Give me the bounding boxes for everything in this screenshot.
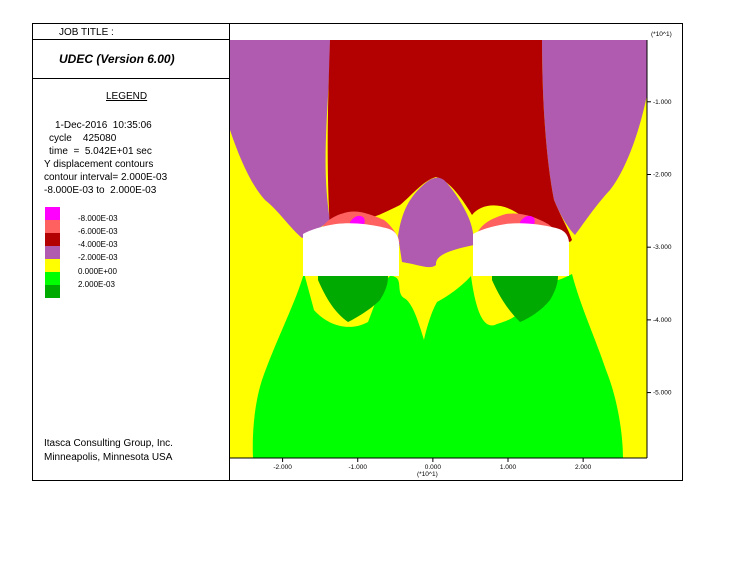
- contour-purple-center: [398, 177, 474, 268]
- contour-purple-right: [542, 40, 647, 235]
- legend-swatch-3: [45, 233, 60, 246]
- x-tick-label: -1.000: [349, 464, 368, 471]
- x-tick-label: 2.000: [575, 464, 592, 471]
- footer-location: Minneapolis, Minnesota USA: [44, 452, 173, 463]
- legend-swatch-2: [45, 220, 60, 233]
- contour-darkgreen-right: [492, 276, 558, 322]
- contour-darkgreen-left: [318, 276, 388, 322]
- divider: [33, 78, 229, 79]
- y-tick-label: -4.000: [653, 317, 672, 324]
- legend-label-3: -4.000E-03: [78, 240, 118, 249]
- contour-purple-left: [230, 40, 330, 238]
- legend-cycle: cycle 425080: [49, 133, 117, 144]
- opening-right: [473, 223, 569, 276]
- legend-range: -8.000E-03 to 2.000E-03: [44, 185, 157, 196]
- contour-plot: [230, 40, 647, 458]
- legend-interval: contour interval= 2.000E-03: [44, 172, 168, 183]
- x-tick-label: -2.000: [273, 464, 292, 471]
- opening-left: [303, 223, 399, 276]
- contour-darkred-region: [327, 40, 572, 242]
- legend-title: LEGEND: [106, 91, 148, 102]
- footer-company: Itasca Consulting Group, Inc.: [44, 438, 173, 449]
- legend-swatch-4: [45, 246, 60, 259]
- x-tick-label: 0.000: [425, 464, 442, 471]
- y-scale-label: (*10^1): [651, 31, 672, 38]
- legend-swatch-5: [45, 259, 60, 272]
- x-axis-ticks: -2.000 -1.000 0.000 1.000 2.000: [273, 458, 592, 471]
- legend-label-4: -2.000E-03: [78, 253, 118, 262]
- legend-panel: JOB TITLE : UDEC (Version 6.00) LEGEND 1…: [33, 24, 230, 480]
- app-title: UDEC (Version 6.00): [59, 52, 175, 66]
- y-tick-label: -3.000: [653, 244, 672, 251]
- y-tick-label: -5.000: [653, 390, 672, 397]
- legend-label-6: 2.000E-03: [78, 280, 115, 289]
- legend-swatch-1: [45, 207, 60, 220]
- y-tick-label: -2.000: [653, 171, 672, 178]
- legend-label-5: 0.000E+00: [78, 267, 117, 276]
- legend-time: time = 5.042E+01 sec: [49, 146, 152, 157]
- legend-date: 1-Dec-2016 10:35:06: [55, 120, 152, 131]
- legend-label-1: -8.000E-03: [78, 214, 118, 223]
- divider: [33, 39, 229, 40]
- x-tick-label: 1.000: [500, 464, 517, 471]
- y-tick-label: -1.000: [653, 99, 672, 106]
- legend-contour-type: Y displacement contours: [44, 159, 154, 170]
- legend-label-2: -6.000E-03: [78, 227, 118, 236]
- legend-swatch-7: [45, 285, 60, 298]
- y-axis-ticks: -1.000 -2.000 -3.000 -4.000 -5.000: [647, 99, 672, 397]
- x-scale-label: (*10^1): [417, 471, 438, 478]
- job-title: JOB TITLE :: [59, 27, 114, 38]
- contour-svg: [230, 40, 647, 458]
- plot-frame: JOB TITLE : UDEC (Version 6.00) LEGEND 1…: [32, 23, 683, 481]
- contour-green-region: [252, 273, 623, 458]
- legend-swatch-6: [45, 272, 60, 285]
